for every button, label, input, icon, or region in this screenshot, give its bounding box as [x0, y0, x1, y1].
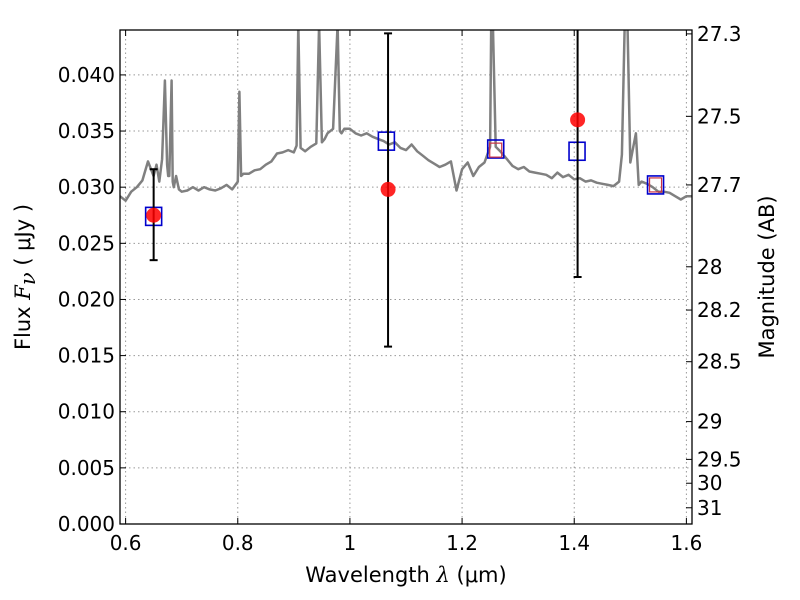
y2-tick-label: 27.3 [697, 22, 742, 46]
y-tick-label: 0.035 [58, 119, 115, 143]
y-axis-title: Flux Fν ( μJy ) [11, 204, 40, 350]
y-tick-label: 0.020 [58, 287, 115, 311]
x-tick-label: 0.8 [222, 531, 254, 555]
observed-point [570, 112, 586, 128]
x-tick-label: 1.4 [558, 531, 590, 555]
model-point-inner-box [648, 177, 663, 193]
model-point-box [486, 139, 505, 159]
observed-point [146, 207, 162, 223]
x-axis-title-prefix: Wavelength [305, 563, 436, 587]
y2-tick-label: 27.5 [697, 104, 742, 128]
x-tick-label: 1 [344, 531, 357, 555]
y2-axis-title: Magnitude (AB) [755, 195, 779, 358]
model-point-box [377, 131, 396, 151]
y2-tick-label: 29 [697, 410, 722, 434]
plot-background [120, 30, 692, 524]
y-tick-label: 0.000 [58, 512, 115, 536]
ticks: 0.6 0.8 1 1.2 1.4 1.6 0.000 0.005 0.010 0.015 0.02… [58, 22, 742, 555]
y2-tick-label: 31 [697, 496, 722, 520]
x-tick-label: 0.6 [110, 531, 142, 555]
x-axis-title-unit: (μm) [450, 563, 507, 587]
y-tick-label: 0.015 [58, 344, 115, 368]
y-axis-title-subscript: ν [16, 272, 40, 285]
y-tick-label: 0.010 [58, 400, 115, 424]
observed-point [380, 181, 396, 197]
y-tick-label: 0.040 [58, 63, 115, 87]
plot-frame [119, 29, 693, 525]
errorbar-layer [146, 30, 586, 348]
y2-tick-label: 27.7 [697, 173, 742, 197]
model-point-inner-box [489, 142, 503, 158]
y-axis-title-symbol: F [11, 284, 35, 301]
y2-tick-label: 29.5 [697, 447, 742, 471]
x-tick-label: 1.6 [670, 531, 702, 555]
y-axis-title-unit: ( μJy ) [11, 204, 35, 272]
model-point-box [646, 175, 665, 195]
y-tick-label: 0.030 [58, 175, 115, 199]
y2-tick-label: 30 [697, 471, 722, 495]
y-tick-label: 0.005 [58, 456, 115, 480]
y2-tick-label: 28.2 [697, 298, 742, 322]
y2-tick-label: 28 [697, 255, 722, 279]
x-axis-title: Wavelength λ (μm) [305, 563, 506, 587]
y2-tick-label: 28.5 [697, 350, 742, 374]
spectrum-line [120, 30, 692, 202]
y-axis-title-prefix: Flux [11, 300, 35, 350]
x-tick-label: 1.2 [446, 531, 478, 555]
y-tick-label: 0.025 [58, 231, 115, 255]
x-axis-title-symbol: λ [436, 563, 450, 587]
